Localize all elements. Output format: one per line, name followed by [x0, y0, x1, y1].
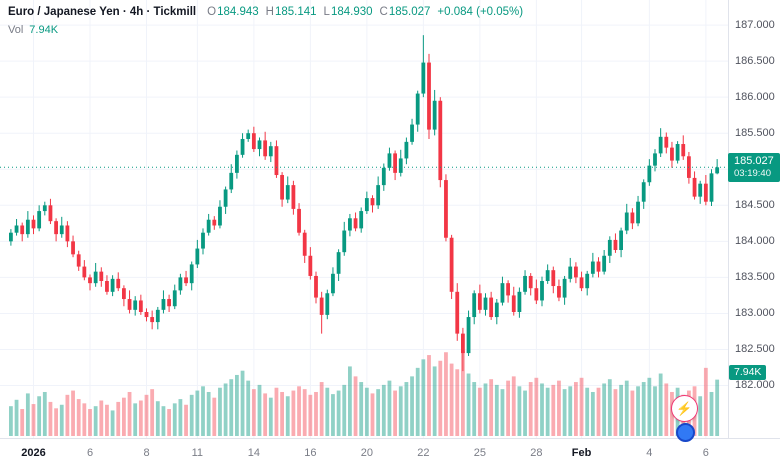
volume-axis-badge: 7.94K: [729, 364, 767, 380]
price-tick-label: 183.500: [735, 270, 775, 283]
time-tick-label: Feb: [571, 447, 592, 459]
low-label: L: [323, 6, 330, 18]
time-tick-label: 20: [360, 447, 373, 459]
close-label: C: [379, 6, 388, 18]
price-tick-label: 184.000: [735, 234, 775, 247]
ohlc-open: O 184.943: [207, 5, 259, 20]
lightning-icon: ⚡: [676, 400, 693, 416]
blue-dot-button[interactable]: [676, 423, 695, 442]
price-change: +0.084 (+0.05%): [437, 6, 524, 18]
ohlc-close: C 185.027: [380, 5, 431, 20]
time-tick-label: 14: [247, 447, 260, 459]
open-value: 184.943: [217, 6, 259, 18]
low-value: 184.930: [330, 6, 373, 18]
volume-indicator-row: Vol 7.94K: [8, 23, 523, 38]
symbol-title[interactable]: Euro / Japanese Yen · 4h · Tickmill: [8, 6, 197, 18]
open-label: O: [207, 6, 217, 18]
price-tick-label: 187.000: [735, 18, 775, 31]
time-tick-label: 2026: [21, 447, 46, 459]
price-tick-label: 182.000: [735, 379, 775, 392]
time-tick-label: 6: [702, 447, 709, 459]
ohlc-row: Euro / Japanese Yen · 4h · Tickmill O 18…: [8, 5, 523, 20]
boost-button[interactable]: ⚡: [671, 395, 698, 422]
last-price-badge: 185.027 03:19:40: [728, 153, 780, 183]
price-tick-label: 186.000: [735, 90, 775, 103]
volume-indicator-value: 7.94K: [29, 24, 59, 36]
ohlc-low: L 184.930: [324, 5, 373, 20]
time-scale[interactable]: 2026 6 8 11 14 16 20 22 25 28 Feb 4 6: [0, 439, 780, 470]
time-tick-label: 25: [473, 447, 486, 459]
ohlc-high: H 185.141: [266, 5, 317, 20]
last-price-value: 185.027: [734, 155, 774, 168]
price-tick-label: 186.500: [735, 54, 775, 67]
high-value: 185.141: [274, 6, 317, 18]
time-tick-label: 6: [86, 447, 94, 459]
time-tick-label: 16: [304, 447, 317, 459]
chart-header: Euro / Japanese Yen · 4h · Tickmill O 18…: [8, 5, 523, 38]
time-tick-label: 22: [417, 447, 430, 459]
price-tick-label: 183.000: [735, 306, 775, 319]
price-tick-label: 182.500: [735, 342, 775, 355]
time-tick-label: 8: [143, 447, 150, 459]
bar-countdown: 03:19:40: [734, 168, 771, 180]
time-tick-label: 4: [646, 447, 653, 459]
time-tick-label: 11: [191, 447, 204, 459]
price-tick-label: 185.500: [735, 126, 775, 139]
time-tick-label: 28: [530, 447, 543, 459]
price-tick-label: 184.500: [735, 198, 775, 211]
volume-indicator-label[interactable]: Vol: [8, 24, 24, 36]
close-value: 185.027: [388, 6, 431, 18]
high-label: H: [265, 6, 274, 18]
